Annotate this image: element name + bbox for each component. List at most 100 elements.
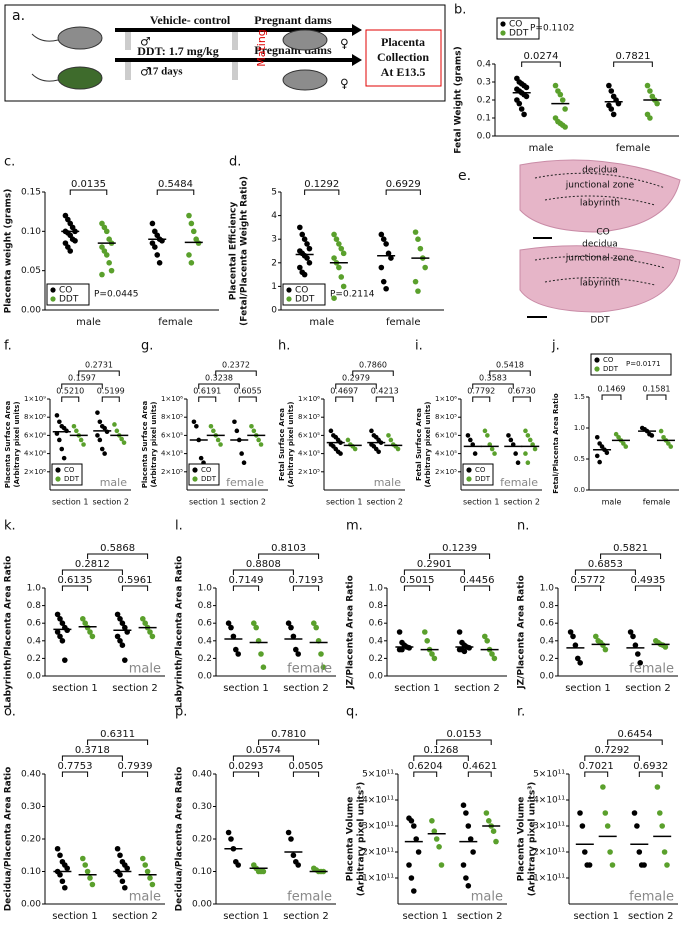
legend-box (496, 17, 540, 40)
data-point (95, 433, 100, 438)
data-point (215, 437, 221, 443)
label: junctional zone (565, 254, 635, 264)
y-tick-label: 3×10¹¹ (362, 822, 394, 832)
data-point (609, 862, 616, 868)
data-point (608, 106, 615, 112)
legend-swatch (50, 287, 56, 293)
bracket (403, 569, 465, 575)
panel-label: e. (458, 168, 471, 184)
data-point (396, 629, 403, 635)
data-point (383, 285, 389, 292)
x-tick-label: section 1 (402, 911, 448, 922)
legend-swatch (50, 296, 56, 302)
bracket (613, 61, 653, 67)
legend-swatch (594, 357, 600, 363)
data-point (301, 236, 308, 242)
data-point (594, 435, 600, 440)
y-tick-label: 1.5 (574, 393, 585, 401)
y-tick-label: 1×10⁹ (24, 395, 46, 403)
data-point (610, 111, 617, 118)
y-tick-label: 0 (271, 306, 277, 316)
y-tick-label: 0.30 (21, 802, 41, 812)
data-point (306, 260, 313, 266)
data-point (106, 260, 112, 266)
data-point (422, 629, 428, 635)
data-point (412, 278, 419, 285)
bracket (646, 394, 667, 400)
p-value: 0.4697 (330, 387, 358, 396)
legend-label: CO (64, 466, 75, 474)
data-point (117, 871, 123, 878)
data-point (661, 849, 668, 855)
data-point (570, 633, 576, 640)
mouse (282, 29, 328, 51)
y-axis-label: Labyrinth/Placenta Area Ratio (4, 556, 14, 708)
data-point (559, 97, 566, 103)
symbol: ♂ (140, 65, 151, 79)
y-tick-label: 8×10⁵ (435, 413, 457, 421)
panel-label: c. (4, 155, 15, 170)
data-point (632, 642, 639, 648)
data-point (57, 633, 63, 640)
data-point (523, 84, 530, 91)
p-value: 0.1239 (442, 543, 477, 554)
x-tick-label: section 1 (52, 683, 98, 694)
y-axis-label: (Arbitrary pixel units) (287, 401, 295, 487)
data-point (489, 446, 495, 452)
y-tick-label: 1×10⁶ (298, 395, 320, 403)
data-point (656, 810, 663, 816)
data-point (78, 437, 84, 443)
bracket (429, 553, 491, 559)
p-value: 0.3238 (205, 374, 233, 383)
bracket (61, 396, 80, 402)
data-point (465, 823, 472, 829)
syringe (232, 62, 238, 80)
data-point (380, 278, 387, 285)
p-value: 0.7939 (118, 761, 153, 772)
data-point (602, 810, 609, 816)
data-point (518, 106, 525, 112)
x-tick-label: section 2 (112, 683, 158, 694)
data-point (114, 611, 121, 618)
x-tick-label: section 1 (573, 911, 619, 922)
data-point (57, 419, 62, 425)
x-tick-label: section 1 (52, 911, 98, 922)
y-tick-label: 0.0 (574, 486, 585, 494)
data-point (295, 862, 302, 868)
x-tick-label: section 2 (367, 498, 403, 507)
data-point (81, 442, 86, 447)
legend-label: DDT (509, 29, 529, 39)
y-tick-label: 2×10⁵ (298, 468, 320, 476)
arrowhead (352, 24, 362, 36)
panel-label: b. (454, 3, 466, 18)
data-point (188, 220, 195, 227)
data-point (527, 437, 533, 443)
data-point (412, 229, 419, 235)
legend-label: CO (603, 356, 614, 364)
data-point (597, 459, 602, 465)
y-tick-label: 0.0 (540, 672, 555, 682)
data-point (338, 451, 343, 456)
bracket (61, 755, 123, 761)
x-tick-label: section 2 (457, 911, 503, 922)
x-tick-label: section 2 (625, 683, 671, 694)
data-point (149, 881, 156, 888)
x-tick-label: section 1 (52, 498, 88, 507)
data-point (232, 419, 237, 425)
bracket (87, 553, 149, 559)
data-point (492, 451, 497, 456)
data-point (288, 624, 294, 631)
data-point (411, 823, 417, 829)
data-point (84, 868, 91, 875)
data-point (119, 878, 126, 885)
data-point (89, 633, 96, 640)
y-axis-label: (Arbitrary pixel units) (13, 401, 21, 487)
y-tick-label: 0.4 (369, 636, 384, 646)
data-point (290, 852, 297, 859)
p-value: 0.7792 (467, 387, 495, 396)
legend-box (46, 283, 90, 306)
data-point (438, 862, 445, 868)
data-point (103, 252, 110, 258)
y-tick-label: 0.2 (540, 654, 554, 664)
x-tick-label: section 2 (454, 683, 500, 694)
